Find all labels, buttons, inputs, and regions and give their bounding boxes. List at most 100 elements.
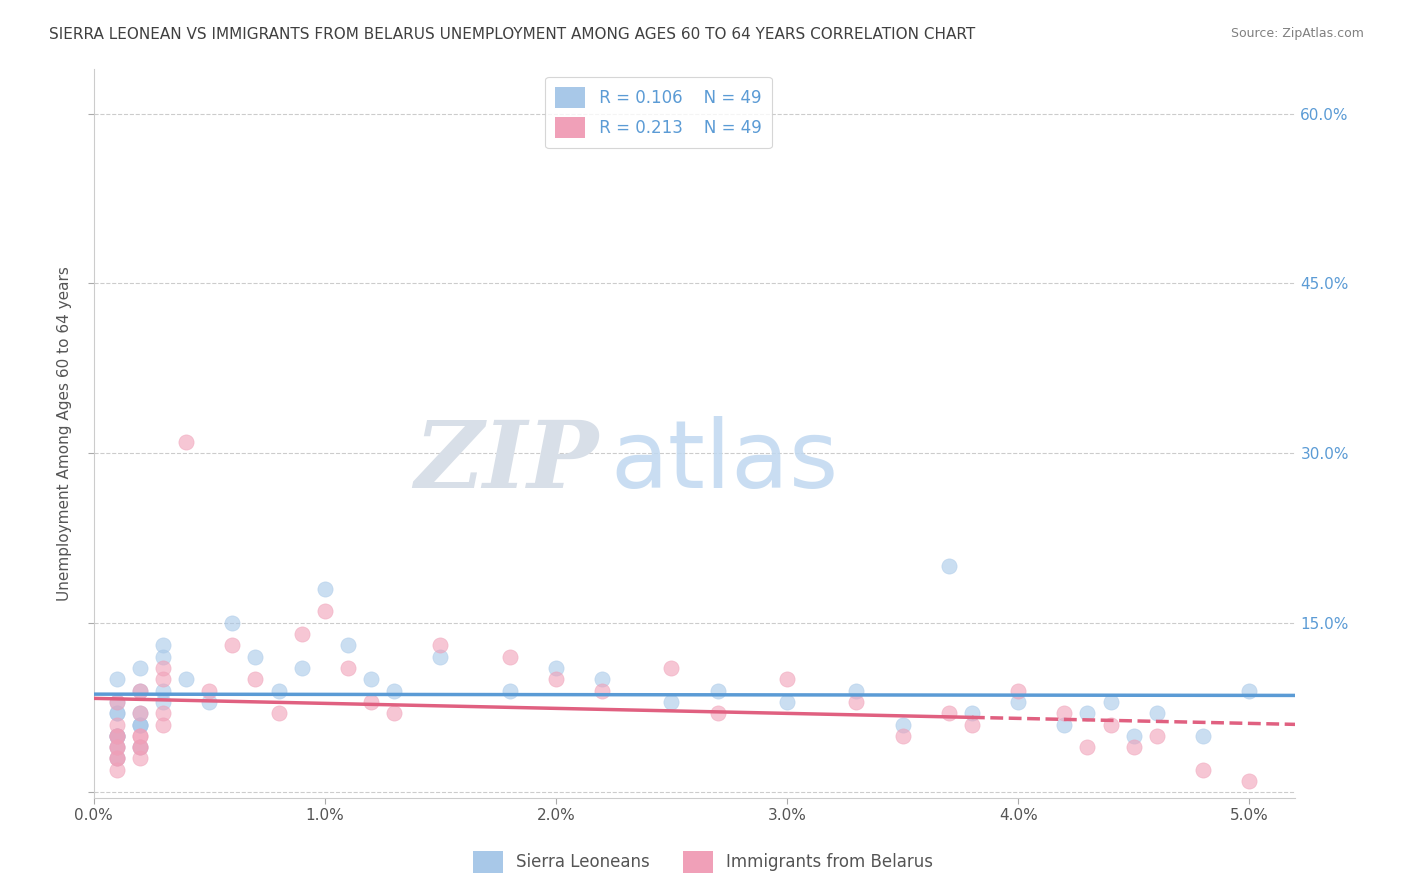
Point bbox=[1099, 717, 1122, 731]
Point bbox=[960, 717, 983, 731]
Point bbox=[152, 706, 174, 721]
Point bbox=[499, 683, 522, 698]
Point bbox=[291, 627, 314, 641]
Point bbox=[245, 673, 267, 687]
Point bbox=[129, 717, 152, 731]
Y-axis label: Unemployment Among Ages 60 to 64 years: Unemployment Among Ages 60 to 64 years bbox=[58, 266, 72, 600]
Point bbox=[129, 683, 152, 698]
Point bbox=[661, 661, 683, 675]
Point bbox=[174, 673, 197, 687]
Point bbox=[661, 695, 683, 709]
Point bbox=[382, 683, 405, 698]
Point bbox=[1007, 695, 1029, 709]
Point bbox=[1007, 683, 1029, 698]
Point bbox=[591, 673, 613, 687]
Point bbox=[891, 729, 914, 743]
Point bbox=[245, 649, 267, 664]
Point bbox=[845, 683, 868, 698]
Point bbox=[544, 673, 567, 687]
Point bbox=[105, 706, 128, 721]
Point bbox=[544, 661, 567, 675]
Point bbox=[105, 740, 128, 755]
Point bbox=[105, 729, 128, 743]
Point bbox=[1192, 763, 1215, 777]
Point bbox=[938, 559, 960, 574]
Point bbox=[291, 661, 314, 675]
Point bbox=[152, 661, 174, 675]
Point bbox=[267, 706, 290, 721]
Point bbox=[845, 695, 868, 709]
Point bbox=[221, 639, 243, 653]
Point bbox=[129, 717, 152, 731]
Point bbox=[129, 740, 152, 755]
Point bbox=[336, 639, 359, 653]
Point bbox=[129, 740, 152, 755]
Point bbox=[152, 673, 174, 687]
Point bbox=[776, 673, 799, 687]
Text: SIERRA LEONEAN VS IMMIGRANTS FROM BELARUS UNEMPLOYMENT AMONG AGES 60 TO 64 YEARS: SIERRA LEONEAN VS IMMIGRANTS FROM BELARU… bbox=[49, 27, 976, 42]
Point bbox=[776, 695, 799, 709]
Point bbox=[382, 706, 405, 721]
Point bbox=[1053, 717, 1076, 731]
Point bbox=[1076, 740, 1098, 755]
Point bbox=[1122, 729, 1144, 743]
Text: atlas: atlas bbox=[610, 417, 839, 508]
Point bbox=[429, 639, 451, 653]
Point bbox=[1192, 729, 1215, 743]
Point bbox=[591, 683, 613, 698]
Point bbox=[314, 604, 336, 618]
Point bbox=[129, 706, 152, 721]
Point bbox=[891, 717, 914, 731]
Text: Source: ZipAtlas.com: Source: ZipAtlas.com bbox=[1230, 27, 1364, 40]
Point bbox=[938, 706, 960, 721]
Point bbox=[105, 763, 128, 777]
Point bbox=[152, 717, 174, 731]
Point bbox=[152, 683, 174, 698]
Point bbox=[198, 683, 221, 698]
Point bbox=[105, 695, 128, 709]
Point bbox=[105, 751, 128, 765]
Point bbox=[152, 649, 174, 664]
Point bbox=[267, 683, 290, 698]
Point bbox=[1053, 706, 1076, 721]
Point bbox=[105, 729, 128, 743]
Legend:  R = 0.106    N = 49,  R = 0.213    N = 49: R = 0.106 N = 49, R = 0.213 N = 49 bbox=[546, 77, 772, 148]
Point bbox=[960, 706, 983, 721]
Point bbox=[105, 673, 128, 687]
Point bbox=[221, 615, 243, 630]
Point bbox=[198, 695, 221, 709]
Point bbox=[1146, 729, 1168, 743]
Point bbox=[129, 729, 152, 743]
Point bbox=[105, 729, 128, 743]
Point bbox=[105, 695, 128, 709]
Point bbox=[1099, 695, 1122, 709]
Point bbox=[1076, 706, 1098, 721]
Point bbox=[105, 729, 128, 743]
Point bbox=[129, 661, 152, 675]
Point bbox=[152, 639, 174, 653]
Point bbox=[129, 740, 152, 755]
Point bbox=[129, 706, 152, 721]
Point bbox=[129, 717, 152, 731]
Point bbox=[429, 649, 451, 664]
Point bbox=[360, 673, 382, 687]
Point bbox=[105, 751, 128, 765]
Point bbox=[129, 729, 152, 743]
Point bbox=[152, 695, 174, 709]
Point bbox=[314, 582, 336, 596]
Point bbox=[105, 706, 128, 721]
Point bbox=[174, 434, 197, 449]
Point bbox=[1239, 774, 1261, 789]
Point bbox=[1122, 740, 1144, 755]
Point bbox=[360, 695, 382, 709]
Legend: Sierra Leoneans, Immigrants from Belarus: Sierra Leoneans, Immigrants from Belarus bbox=[465, 845, 941, 880]
Point bbox=[1239, 683, 1261, 698]
Point bbox=[129, 683, 152, 698]
Point bbox=[336, 661, 359, 675]
Point bbox=[105, 729, 128, 743]
Point bbox=[105, 751, 128, 765]
Point bbox=[129, 751, 152, 765]
Point bbox=[499, 649, 522, 664]
Point bbox=[105, 740, 128, 755]
Point bbox=[105, 717, 128, 731]
